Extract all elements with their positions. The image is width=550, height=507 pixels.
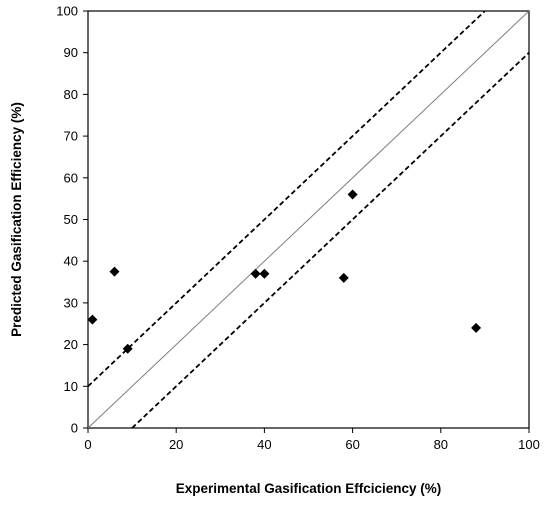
reference-lines [88, 11, 529, 428]
data-point [87, 314, 98, 325]
y-tick-label: 90 [64, 45, 78, 60]
y-tick-label: 30 [64, 295, 78, 310]
x-tick-label: 100 [518, 437, 540, 452]
data-point [338, 272, 349, 283]
y-tick-label: 20 [64, 337, 78, 352]
y-tick-label: 40 [64, 254, 78, 269]
x-axis-title: Experimental Gasification Effciciency (%… [176, 481, 442, 496]
data-point [122, 343, 133, 354]
y-tick-label: 80 [64, 87, 78, 102]
data-point [471, 322, 482, 333]
x-tick-label: 60 [345, 437, 359, 452]
y-tick-label: 10 [64, 379, 78, 394]
x-tick-label: 40 [257, 437, 271, 452]
y-tick-label: 50 [64, 212, 78, 227]
x-tick-label: 20 [169, 437, 183, 452]
y-tick-label: 0 [71, 421, 78, 436]
data-points [87, 189, 482, 354]
data-point [250, 268, 261, 279]
upper-bound-line [88, 11, 486, 387]
data-point [347, 189, 358, 200]
x-tick-label: 80 [434, 437, 448, 452]
data-point [109, 266, 120, 277]
data-point [259, 268, 270, 279]
axis-ticks: 0 20 40 60 80 100 0 10 20 30 40 50 60 70 80 90 100 [56, 4, 540, 453]
y-tick-label: 60 [64, 170, 78, 185]
identity-line [88, 11, 529, 428]
y-tick-label: 100 [56, 4, 78, 19]
x-tick-label: 0 [84, 437, 91, 452]
y-tick-label: 70 [64, 129, 78, 144]
lower-bound-line [131, 52, 529, 428]
y-axis-title: Predicted Gasification Efficiency (%) [9, 102, 24, 337]
